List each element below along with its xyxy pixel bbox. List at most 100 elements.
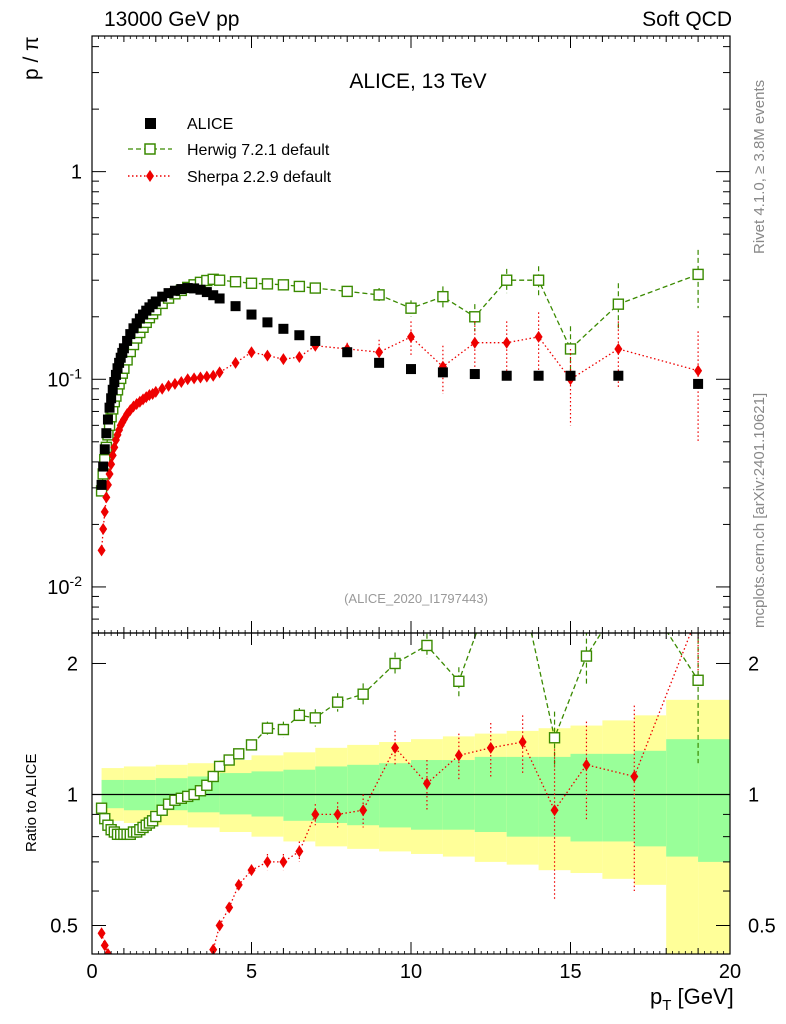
ratio-point (209, 943, 218, 954)
ratio-point (548, 732, 561, 744)
ratio-y-tick-label-right: 0.5 (748, 915, 776, 937)
data-point (107, 384, 118, 395)
data-point (169, 285, 180, 296)
data-point (176, 284, 187, 295)
ratio-point (333, 808, 342, 821)
data-point (114, 357, 125, 368)
ratio-point (156, 804, 168, 816)
data-point (277, 279, 290, 291)
ratio-y-tick-label-left: 2 (67, 653, 78, 675)
data-point (405, 302, 417, 314)
ratio-point (114, 962, 122, 974)
data-point (170, 377, 179, 390)
ratio-point (454, 749, 463, 762)
ratio-point (190, 971, 198, 983)
ratio-point (518, 588, 528, 598)
data-point (164, 379, 173, 392)
data-point (469, 369, 480, 380)
ratio-point (223, 754, 235, 766)
legend-marker-herwig (144, 143, 156, 155)
data-point (263, 349, 272, 362)
ratio-point (100, 939, 109, 952)
data-point (407, 330, 415, 343)
ratio-point (263, 855, 272, 868)
data-point (532, 274, 545, 286)
data-point (342, 347, 353, 358)
ratio-point (234, 878, 243, 891)
data-point (214, 293, 225, 304)
band-inner-bin (602, 753, 635, 842)
data-point (375, 346, 384, 359)
data-point (151, 385, 160, 398)
data-point (99, 444, 110, 455)
data-point (231, 356, 240, 369)
ratio-point (453, 675, 465, 688)
data-point (109, 377, 120, 388)
y-tick-label: 1 (71, 162, 82, 184)
data-point (202, 370, 211, 383)
ratio-point (309, 712, 321, 724)
ratio-point (213, 760, 226, 773)
ratio-point (295, 845, 304, 858)
band-inner-bin (698, 739, 730, 862)
ratio-point (233, 748, 245, 760)
ratio-point (391, 741, 400, 754)
data-point (157, 291, 168, 302)
legend-marker-alice (145, 118, 156, 129)
ratio-point (215, 919, 224, 932)
data-point (310, 335, 321, 346)
ratio-point (694, 608, 702, 620)
data-point (247, 346, 256, 359)
data-point (102, 414, 113, 425)
data-point (209, 369, 218, 382)
ratio-y-tick-label-left: 0.5 (50, 915, 78, 937)
ratio-point (422, 777, 431, 790)
data-point (104, 402, 115, 413)
ratio-point (117, 962, 125, 974)
ratio-point (225, 901, 234, 914)
axis-ticks: 0 5 10 15 20 10-2 10-1 1 0.5 0.5 1 1 2 2 (47, 36, 776, 983)
ratio-point (196, 976, 204, 988)
data-point (122, 335, 133, 346)
data-point (502, 336, 511, 349)
data-point (118, 343, 129, 354)
data-point (213, 274, 226, 286)
data-point (158, 382, 167, 395)
data-point (694, 364, 703, 377)
ratio-point (692, 674, 704, 686)
data-point (99, 523, 108, 536)
data-point (501, 274, 513, 286)
data-point (437, 290, 449, 303)
x-tick-label: 15 (559, 961, 581, 983)
ratio-y-tick-label-left: 1 (67, 784, 78, 806)
data-point (230, 301, 241, 312)
data-point (501, 370, 512, 381)
data-point (201, 287, 212, 298)
x-tick-label: 20 (719, 961, 741, 983)
data-point (150, 296, 161, 307)
data-point (182, 283, 193, 294)
data-point (190, 372, 199, 385)
data-point (437, 367, 448, 378)
data-point (101, 428, 112, 439)
series-0 (96, 283, 704, 490)
header-right: Soft QCD (642, 8, 732, 31)
legend-label-alice: ALICE (187, 116, 233, 133)
data-point (102, 491, 111, 504)
data-point (125, 329, 136, 340)
legend: ALICE Herwig 7.2.1 default Sherpa 2.2.9 … (128, 116, 332, 186)
ratio-point (331, 696, 344, 708)
data-point (693, 378, 704, 389)
ratio-point (550, 804, 559, 817)
plot-title: ALICE, 13 TeV (349, 70, 486, 93)
data-point (614, 342, 623, 355)
series-line (100, 273, 699, 491)
legend-marker-sherpa (146, 170, 154, 182)
data-point (106, 393, 117, 404)
ratio-series (95, 588, 704, 988)
data-point (98, 461, 109, 472)
ratio-point (207, 770, 219, 783)
reference-tag: (ALICE_2020_I1797443) (344, 591, 488, 606)
data-point (279, 353, 288, 366)
